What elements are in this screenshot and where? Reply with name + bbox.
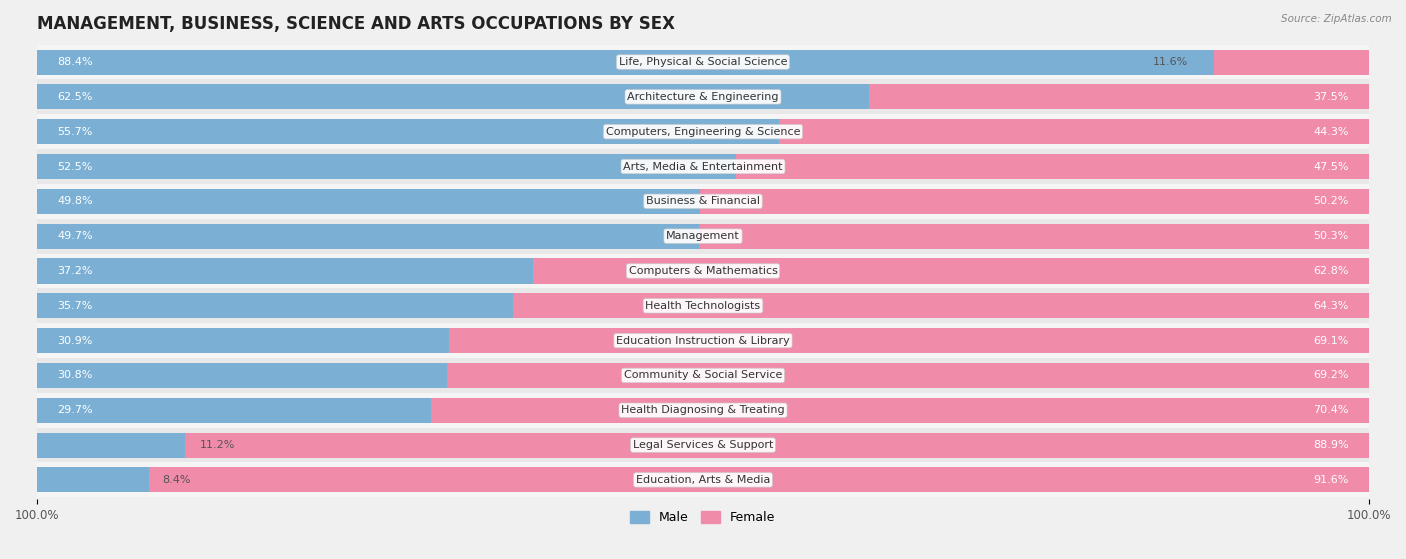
Text: 62.8%: 62.8% (1313, 266, 1348, 276)
Bar (533, 258, 1369, 283)
Text: 11.6%: 11.6% (1153, 57, 1188, 67)
Bar (37, 219, 1369, 254)
Bar (1215, 50, 1369, 74)
Bar (37, 184, 1369, 219)
Text: Education, Arts & Media: Education, Arts & Media (636, 475, 770, 485)
Bar (737, 154, 1369, 179)
Bar (513, 293, 1369, 318)
Text: Arts, Media & Entertainment: Arts, Media & Entertainment (623, 162, 783, 172)
Text: Health Technologists: Health Technologists (645, 301, 761, 311)
Text: 69.1%: 69.1% (1313, 335, 1348, 345)
Text: Architecture & Engineering: Architecture & Engineering (627, 92, 779, 102)
Text: 35.7%: 35.7% (58, 301, 93, 311)
Text: 30.8%: 30.8% (58, 371, 93, 381)
Bar (37, 149, 1369, 184)
Bar (37, 114, 1369, 149)
Bar (37, 189, 700, 214)
Text: Business & Financial: Business & Financial (645, 196, 761, 206)
Text: 29.7%: 29.7% (58, 405, 93, 415)
Bar (37, 119, 779, 144)
Bar (37, 293, 513, 318)
Text: Computers & Mathematics: Computers & Mathematics (628, 266, 778, 276)
Text: 52.5%: 52.5% (58, 162, 93, 172)
Text: 64.3%: 64.3% (1313, 301, 1348, 311)
Text: Legal Services & Support: Legal Services & Support (633, 440, 773, 450)
Text: 70.4%: 70.4% (1313, 405, 1348, 415)
Text: 62.5%: 62.5% (58, 92, 93, 102)
Bar (37, 45, 1369, 79)
Text: 37.5%: 37.5% (1313, 92, 1348, 102)
Bar (779, 119, 1369, 144)
Text: Community & Social Service: Community & Social Service (624, 371, 782, 381)
Text: 44.3%: 44.3% (1313, 127, 1348, 137)
Text: 37.2%: 37.2% (58, 266, 93, 276)
Text: 88.4%: 88.4% (58, 57, 93, 67)
Bar (447, 363, 1369, 388)
Bar (37, 363, 447, 388)
Text: Computers, Engineering & Science: Computers, Engineering & Science (606, 127, 800, 137)
Text: 91.6%: 91.6% (1313, 475, 1348, 485)
Bar (699, 224, 1369, 249)
Bar (449, 328, 1369, 353)
Text: 69.2%: 69.2% (1313, 371, 1348, 381)
Bar (37, 393, 1369, 428)
Text: Life, Physical & Social Science: Life, Physical & Social Science (619, 57, 787, 67)
Bar (37, 323, 1369, 358)
Bar (37, 84, 869, 110)
Text: 55.7%: 55.7% (58, 127, 93, 137)
Text: 50.3%: 50.3% (1313, 231, 1348, 241)
Bar (37, 467, 149, 492)
Bar (432, 397, 1369, 423)
Bar (37, 462, 1369, 498)
Bar (37, 358, 1369, 393)
Text: 8.4%: 8.4% (163, 475, 191, 485)
Text: Management: Management (666, 231, 740, 241)
Bar (37, 224, 699, 249)
Text: 50.2%: 50.2% (1313, 196, 1348, 206)
Bar (700, 189, 1369, 214)
Bar (37, 254, 1369, 288)
Text: 49.8%: 49.8% (58, 196, 93, 206)
Bar (149, 467, 1369, 492)
Text: 47.5%: 47.5% (1313, 162, 1348, 172)
Text: Source: ZipAtlas.com: Source: ZipAtlas.com (1281, 14, 1392, 24)
Bar (37, 154, 737, 179)
Text: MANAGEMENT, BUSINESS, SCIENCE AND ARTS OCCUPATIONS BY SEX: MANAGEMENT, BUSINESS, SCIENCE AND ARTS O… (37, 15, 675, 33)
Bar (37, 79, 1369, 114)
Text: 11.2%: 11.2% (200, 440, 235, 450)
Bar (37, 328, 449, 353)
Bar (37, 428, 1369, 462)
Text: Health Diagnosing & Treating: Health Diagnosing & Treating (621, 405, 785, 415)
Bar (186, 433, 1369, 458)
Text: 49.7%: 49.7% (58, 231, 93, 241)
Bar (869, 84, 1369, 110)
Text: 88.9%: 88.9% (1313, 440, 1348, 450)
Text: 30.9%: 30.9% (58, 335, 93, 345)
Bar (37, 433, 187, 458)
Legend: Male, Female: Male, Female (626, 506, 780, 529)
Bar (37, 50, 1215, 74)
Bar (37, 397, 433, 423)
Bar (37, 288, 1369, 323)
Text: Education Instruction & Library: Education Instruction & Library (616, 335, 790, 345)
Bar (37, 258, 533, 283)
